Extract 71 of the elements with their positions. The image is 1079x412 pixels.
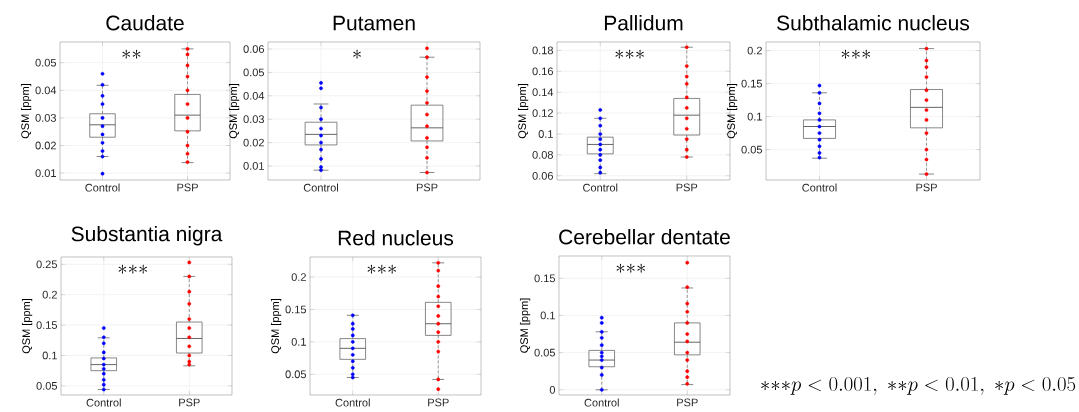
y-tick-label: 0.02 (35, 141, 56, 150)
chart-title: Pallidum (604, 15, 683, 31)
y-axis-title: QSM [ppm] (270, 298, 282, 354)
annotation: ${*}$ (353, 49, 361, 59)
y-axis-title: QSM [ppm] (20, 83, 32, 139)
y-tick-label: 0.1 (540, 311, 555, 320)
x-tick-label: Control (584, 398, 619, 407)
y-tick-label: 0.1 (538, 130, 553, 138)
x-tick-label: Control (86, 398, 121, 407)
text: ${*}{*}{*}p<0.001,\ {*}{*}p<0.01,\ {*}p<0.05$ (761, 376, 1076, 395)
x-tick-label: PSP (177, 183, 198, 192)
y-tick-label: 0.05 (741, 145, 762, 154)
x-tick-label: Control (303, 183, 338, 192)
chart-title: Putamen (333, 15, 415, 31)
y-tick-label: 0.2 (291, 273, 306, 281)
y-tick-label: 0.18 (532, 46, 553, 55)
y-axis-title: QSM [ppm] (726, 83, 738, 139)
x-tick-label: Control (583, 183, 618, 192)
y-axis-title: QSM [ppm] (21, 298, 33, 354)
y-tick-label: 0.03 (35, 114, 56, 122)
annotation: ${*}{*}{*}$ (616, 263, 646, 273)
chart-title: Red nucleus (338, 230, 454, 246)
annotation: ${*}{*}{*}$ (118, 264, 148, 274)
y-tick-label: 0.25 (36, 260, 58, 269)
chart-title: Substantia nigra (71, 225, 223, 246)
y-tick-label: 0.04 (243, 91, 265, 100)
y-tick-label: 0.2 (747, 46, 762, 55)
y-tick-label: 0.05 (534, 348, 555, 357)
y-tick-label: 0.04 (35, 86, 57, 95)
y-tick-label: 0.02 (243, 138, 264, 147)
y-axis-title: QSM [ppm] (519, 298, 531, 353)
x-tick-label: Control (802, 183, 837, 192)
y-tick-label: 0.08 (532, 151, 553, 159)
x-tick-label: PSP (179, 398, 200, 407)
y-tick-label: 0.15 (534, 274, 555, 283)
y-tick-label: 0.06 (532, 171, 553, 180)
x-tick-label: PSP (916, 183, 937, 192)
y-tick-label: 0.05 (35, 58, 57, 67)
chart-title: Subthalamic nucleus (777, 15, 970, 31)
y-tick-label: 0.2 (42, 290, 57, 299)
y-tick-label: 0.15 (36, 321, 58, 329)
x-tick-label: PSP (416, 183, 438, 192)
y-tick-label: 0.05 (36, 381, 58, 390)
annotation: ${*}{*}{*}$ (615, 49, 644, 59)
y-tick-label: 0.01 (35, 169, 56, 177)
y-tick-label: 0.12 (532, 109, 553, 117)
y-tick-label: 0.1 (42, 351, 57, 360)
y-tick-label: 0.1 (291, 337, 306, 346)
y-tick-label: 0.15 (285, 305, 306, 314)
annotation: ${*}{*}$ (122, 49, 141, 59)
chart-title: Cerebellar dentate (559, 229, 730, 245)
annotation: ${*}{*}{*}$ (367, 264, 397, 274)
annotation: ${*}{*}{*}$ (841, 49, 871, 59)
y-tick-label: 0.15 (741, 79, 762, 88)
y-tick-label: 0.16 (532, 67, 553, 76)
y-tick-label: 0 (549, 385, 556, 394)
chart-title: Caudate (106, 15, 184, 31)
y-tick-label: 0.14 (532, 88, 554, 97)
x-tick-label: Control (85, 183, 120, 192)
y-tick-label: 0.06 (243, 45, 264, 53)
y-tick-label: 0.05 (285, 370, 306, 379)
x-tick-label: Control (335, 398, 370, 407)
y-axis-title: QSM [ppm] (517, 83, 529, 139)
x-tick-label: PSP (677, 398, 698, 407)
y-tick-label: 0.03 (243, 115, 264, 124)
y-tick-label: 0.01 (243, 162, 264, 170)
y-tick-label: 0.1 (747, 112, 762, 121)
x-tick-label: PSP (676, 183, 698, 192)
y-axis-title: QSM [ppm] (228, 83, 240, 139)
y-tick-label: 0.05 (243, 68, 265, 77)
x-tick-label: PSP (428, 398, 449, 407)
